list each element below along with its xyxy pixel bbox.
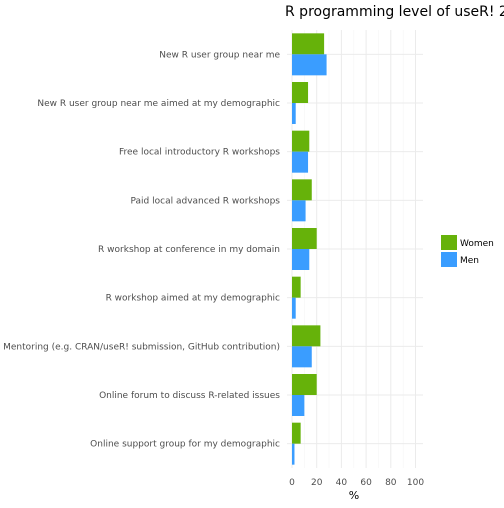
category-label: New R user group near me aimed at my dem… <box>37 99 280 109</box>
category-label: R workshop at conference in my domain <box>98 245 280 255</box>
bar-women <box>292 276 301 298</box>
category-label: R workshop aimed at my demographic <box>106 294 280 304</box>
legend-label-men: Men <box>460 256 479 266</box>
bar-women <box>292 374 317 395</box>
category-label: Paid local advanced R workshops <box>131 196 281 206</box>
bar-men <box>292 443 295 465</box>
bar-men <box>292 54 327 76</box>
category-label: Mentoring (e.g. CRAN/useR! submission, G… <box>3 342 280 352</box>
bar-men <box>292 395 305 416</box>
x-tick-label: 40 <box>336 478 348 488</box>
legend-swatch-men <box>441 252 457 267</box>
x-tick-label: 0 <box>289 478 295 488</box>
x-tick-labels: 0 20 40 60 80 100 <box>289 478 424 488</box>
category-label: New R user group near me <box>159 50 280 60</box>
x-tick-label: 20 <box>311 478 323 488</box>
bar-men <box>292 151 309 173</box>
category-label: Free local introductory R workshops <box>119 148 280 158</box>
x-tick-label: 100 <box>407 478 424 488</box>
bar-women <box>292 33 325 55</box>
bar-women <box>292 179 312 201</box>
bar-men <box>292 249 310 270</box>
legend-label-women: Women <box>460 239 494 249</box>
bar-men <box>292 103 296 124</box>
x-tick-label: 80 <box>385 478 397 488</box>
x-axis-title: % <box>349 489 359 502</box>
bars <box>292 33 327 465</box>
bar-men <box>292 346 312 368</box>
bar-women <box>292 130 310 152</box>
bar-women <box>292 325 321 347</box>
chart-title: R programming level of useR! 201 <box>285 4 504 20</box>
legend-swatch-women <box>441 235 457 250</box>
category-labels: New R user group near me New R user group… <box>3 50 280 449</box>
category-label: Online support group for my demographic <box>90 440 280 450</box>
bar-women <box>292 82 309 103</box>
bar-men <box>292 297 296 319</box>
x-tick-label: 60 <box>360 478 372 488</box>
legend: Women Men <box>441 235 494 267</box>
bar-women <box>292 422 301 444</box>
bar-men <box>292 200 306 222</box>
bar-women <box>292 228 317 249</box>
category-label: Online forum to discuss R-related issues <box>99 391 280 401</box>
